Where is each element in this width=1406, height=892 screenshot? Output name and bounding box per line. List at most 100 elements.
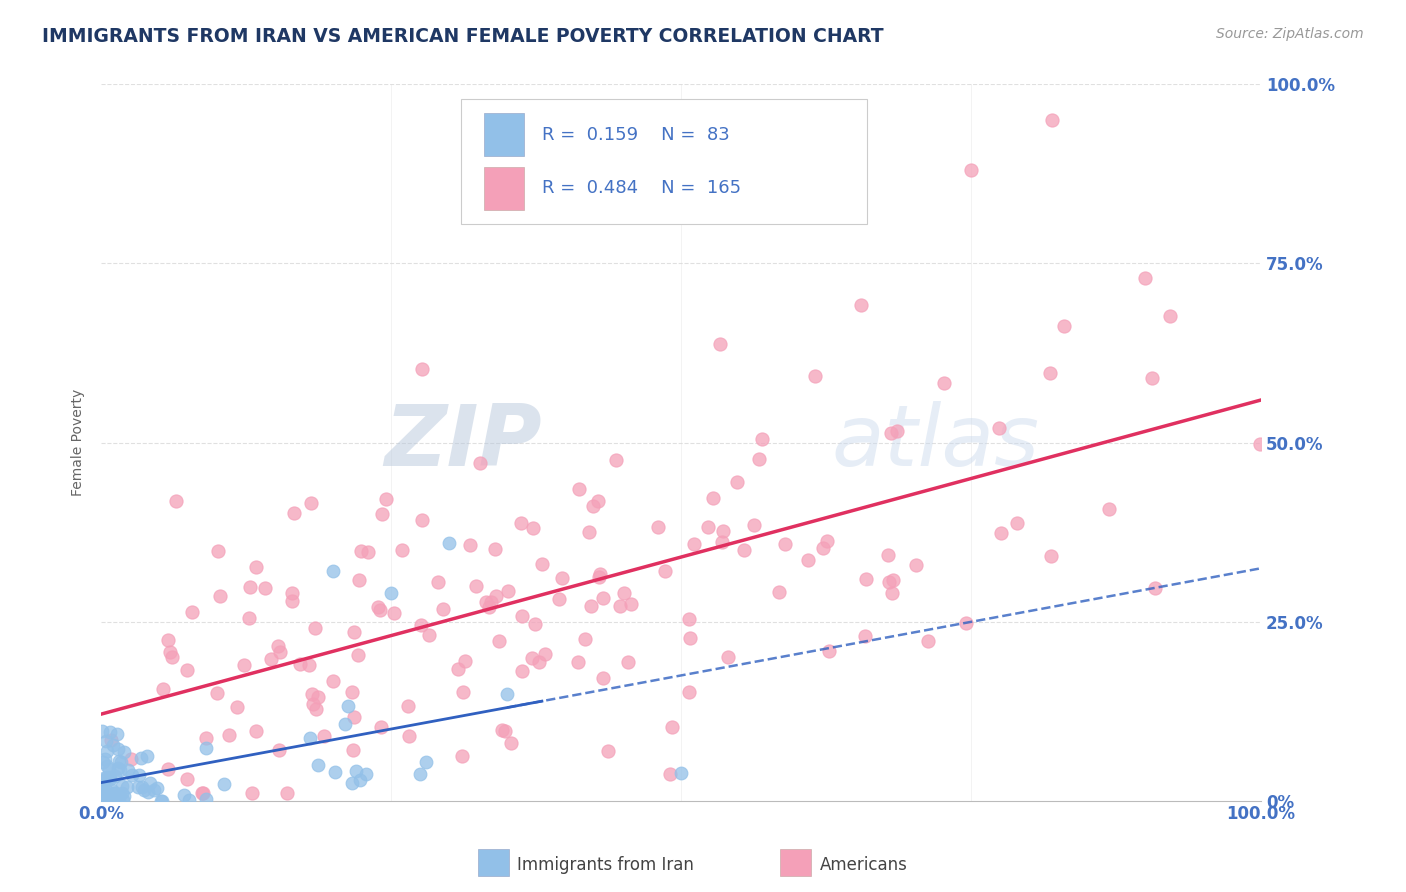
Point: [1133, 270, 1156, 285]
Point: [574, 632, 596, 647]
Point: [917, 633, 939, 648]
Point: [149, 794, 172, 808]
Point: [322, 673, 344, 688]
Point: [108, 763, 131, 777]
Point: [96, 784, 118, 798]
Point: [298, 731, 321, 746]
Point: [609, 599, 631, 614]
Point: [101, 783, 124, 797]
Point: [751, 432, 773, 446]
Point: [117, 763, 139, 777]
Text: R =  0.484    N =  165: R = 0.484 N = 165: [541, 179, 741, 197]
Point: [115, 780, 138, 794]
Point: [108, 754, 131, 768]
Point: [269, 644, 291, 658]
Point: [281, 586, 304, 600]
Point: [242, 787, 264, 801]
Point: [349, 773, 371, 788]
Point: [661, 720, 683, 734]
Point: [853, 628, 876, 642]
Point: [91, 791, 114, 805]
Point: [815, 533, 838, 548]
Point: [91, 781, 114, 796]
Point: [335, 717, 357, 731]
Point: [142, 783, 165, 797]
Point: [523, 617, 546, 632]
Point: [1039, 366, 1062, 380]
Point: [811, 541, 834, 555]
Point: [301, 687, 323, 701]
Point: [344, 764, 367, 779]
Point: [955, 616, 977, 631]
Point: [245, 723, 267, 738]
Point: [613, 586, 636, 600]
Y-axis label: Female Poverty: Female Poverty: [72, 389, 86, 496]
Text: ZIP: ZIP: [384, 401, 541, 484]
Point: [96, 759, 118, 773]
Point: [280, 593, 302, 607]
Point: [322, 565, 344, 579]
Point: [127, 780, 149, 794]
Point: [617, 655, 640, 669]
Point: [91, 724, 114, 739]
Point: [112, 745, 135, 759]
Point: [598, 744, 620, 758]
Point: [132, 783, 155, 797]
Point: [879, 426, 901, 441]
Point: [1005, 516, 1028, 530]
Point: [817, 644, 839, 658]
Text: Source: ZipAtlas.com: Source: ZipAtlas.com: [1216, 27, 1364, 41]
Point: [855, 572, 877, 586]
Point: [374, 491, 396, 506]
FancyBboxPatch shape: [461, 99, 866, 224]
Point: [589, 566, 612, 581]
Point: [94, 789, 117, 803]
Point: [568, 483, 591, 497]
Point: [409, 618, 432, 632]
Point: [605, 453, 627, 467]
Point: [1039, 549, 1062, 564]
Point: [110, 786, 132, 800]
Point: [370, 507, 392, 521]
Point: [592, 591, 614, 605]
Point: [960, 163, 983, 178]
Point: [485, 589, 508, 603]
Point: [592, 671, 614, 685]
Point: [711, 524, 734, 539]
Point: [239, 580, 262, 594]
Point: [797, 553, 820, 567]
Point: [454, 655, 477, 669]
Point: [717, 649, 740, 664]
Point: [101, 738, 124, 752]
Point: [165, 494, 187, 508]
Point: [304, 702, 326, 716]
Point: [697, 519, 720, 533]
Point: [96, 744, 118, 758]
Point: [121, 768, 143, 782]
Point: [496, 687, 519, 701]
Point: [491, 723, 513, 737]
Point: [194, 731, 217, 746]
Point: [988, 421, 1011, 435]
Point: [654, 564, 676, 578]
Point: [683, 537, 706, 551]
Point: [876, 549, 898, 563]
Point: [156, 633, 179, 648]
Point: [298, 658, 321, 673]
Point: [190, 787, 212, 801]
Point: [669, 766, 692, 780]
Point: [103, 790, 125, 805]
Point: [586, 494, 609, 508]
Text: Immigrants from Iran: Immigrants from Iran: [517, 856, 695, 874]
Point: [501, 736, 523, 750]
Text: R =  0.159    N =  83: R = 0.159 N = 83: [541, 126, 730, 144]
Point: [98, 762, 121, 776]
Point: [579, 599, 602, 613]
Point: [886, 424, 908, 438]
Point: [91, 779, 114, 793]
Point: [91, 756, 114, 770]
Point: [245, 559, 267, 574]
Point: [107, 742, 129, 756]
Point: [494, 723, 516, 738]
Point: [307, 758, 329, 772]
